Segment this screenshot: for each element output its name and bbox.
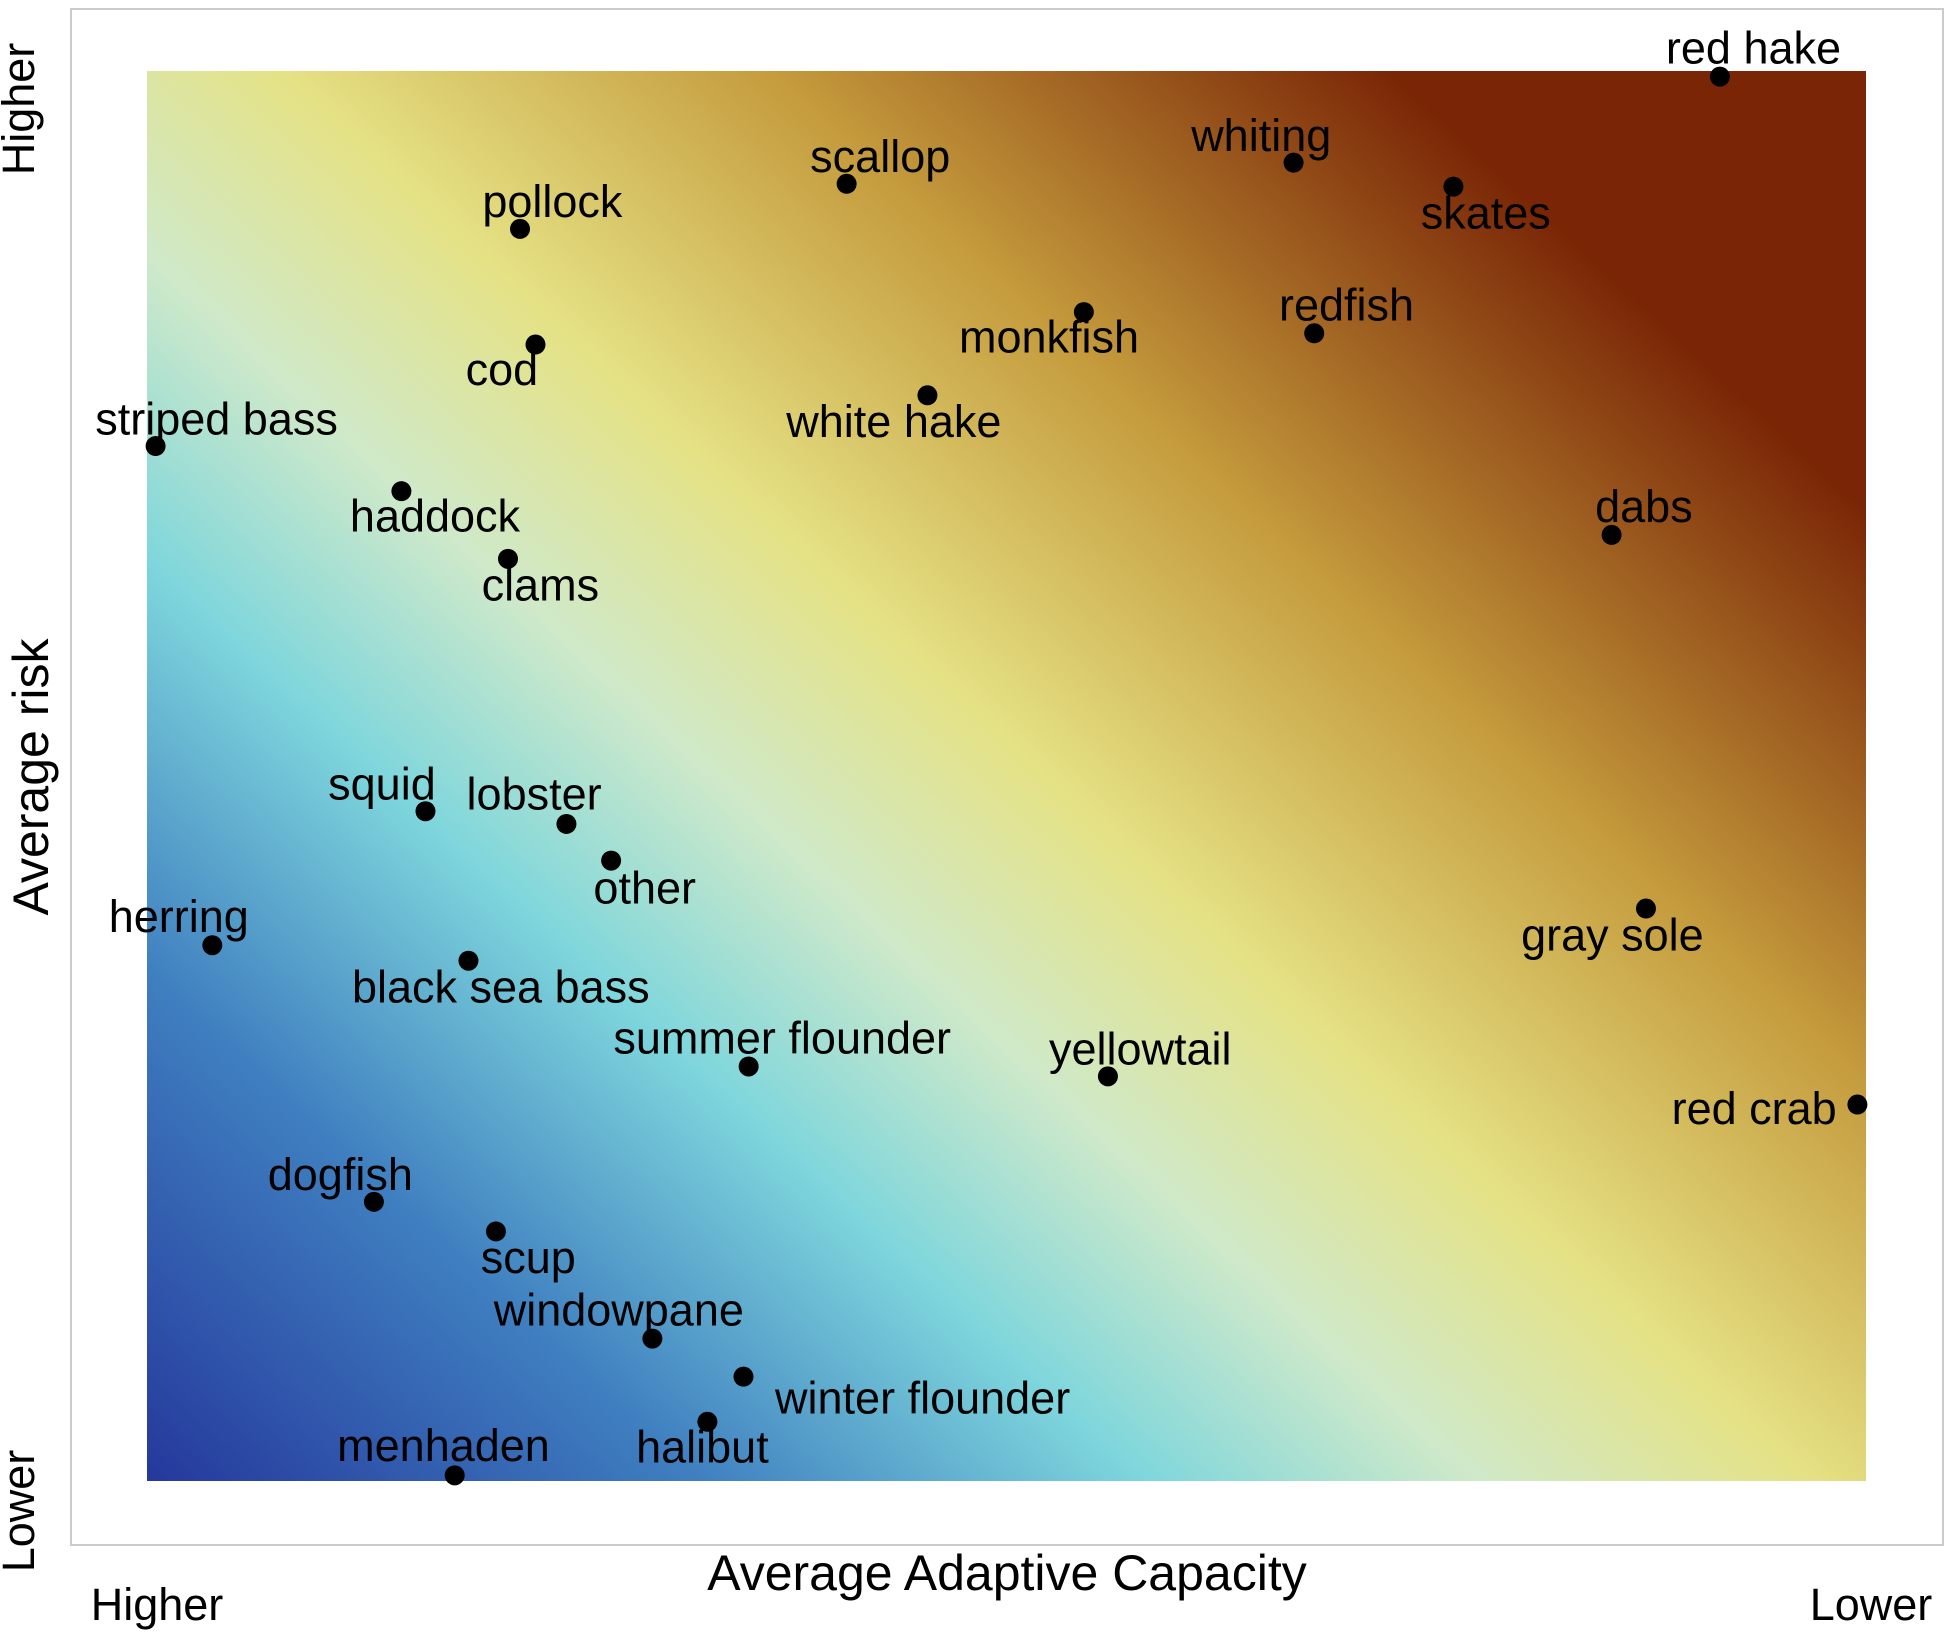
point [1304,323,1325,344]
point [642,1328,663,1349]
point [697,1411,718,1432]
frame [70,8,1944,1546]
point [444,1465,465,1486]
point-label: red crab [1672,1083,1837,1134]
x-axis-title: Average Adaptive Capacity [707,1545,1306,1601]
point-label: winter flounder [774,1372,1070,1423]
point [497,548,518,569]
point-label: pollock [482,176,623,227]
point [145,436,166,457]
point [1709,66,1730,87]
point-label: haddock [350,491,521,542]
point [1601,524,1622,545]
point [917,385,938,406]
point [363,1191,384,1212]
point-label: yellowtail [1049,1024,1232,1075]
point [1847,1094,1868,1115]
point-label: striped bass [95,393,338,444]
point [458,950,479,971]
point-label: whiting [1190,110,1331,161]
point-label: scallop [810,131,950,182]
point-label: lobster [467,769,602,820]
point [510,218,531,239]
point-label: cod [466,344,539,395]
point-label: redfish [1279,279,1414,330]
point-label: dabs [1595,481,1693,532]
point-label: menhaden [337,1420,550,1471]
point [738,1056,759,1077]
point [1635,898,1656,919]
point [556,813,577,834]
point [836,173,857,194]
point-label: skates [1421,187,1551,238]
point [415,801,436,822]
point-label: gray sole [1521,909,1704,960]
point-label: dogfish [268,1149,413,1200]
point [1283,152,1304,173]
point [525,334,546,355]
point [485,1221,506,1242]
point [202,935,223,956]
point [1443,176,1464,197]
x-end-label: Lower [1810,1579,1933,1630]
point-label: white hake [785,396,1001,447]
y-end-label: Lower [0,1450,44,1573]
y-axis-title: Average risk [3,638,59,916]
plot-background [147,71,1866,1481]
point-label: windowpane [493,1285,744,1336]
x-end-label: Higher [91,1579,224,1630]
point-label: black sea bass [352,961,650,1012]
points: red hake whiting scallop skates pollock monkf… [95,23,1868,1486]
y-end-label: Higher [0,43,44,176]
point-label: red hake [1666,23,1841,74]
point [601,850,622,871]
point [391,481,412,502]
point-label: squid [328,759,436,810]
point-label: herring [109,891,249,942]
point-label: clams [482,560,600,611]
point-label: summer flounder [613,1012,951,1063]
point [1097,1066,1118,1087]
point [733,1366,754,1387]
point-label: monkfish [959,312,1139,363]
point-label: other [593,863,696,914]
point [1073,302,1094,323]
